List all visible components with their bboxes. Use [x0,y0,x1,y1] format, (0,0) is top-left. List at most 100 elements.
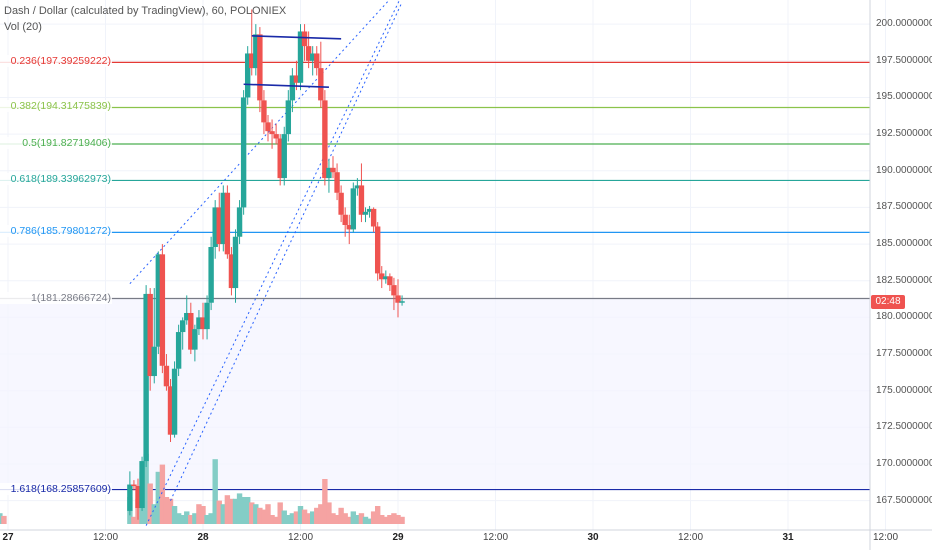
price-tick-label: 195.00000000 [876,91,932,103]
volume-bar [374,506,381,524]
fib-level-label: 1.618(168.25857609) [0,482,112,495]
current-price-tag: 02:48 [871,294,905,309]
time-tick-label: 30 [587,532,599,543]
volume-bar [277,502,283,524]
price-tick-label: 200.00000000 [876,18,932,30]
volume-bar [387,515,393,524]
volume-bar [309,511,316,524]
candle-body [342,214,348,226]
volume-bar [370,511,377,524]
time-tick-label: 31 [782,532,794,543]
candle-body [179,320,186,333]
volume-bar [318,504,324,524]
candle-body [163,365,170,387]
volume-bar [322,479,328,524]
volume-bar [212,459,218,524]
volume-bar [240,497,247,524]
volume-bar [366,518,373,524]
candle-body [281,134,287,179]
candle-body [269,131,275,135]
volume-bar [285,515,292,524]
price-tick-label: 177.50000000 [876,348,932,360]
candle-body [208,247,214,303]
fib-level-label: 0.786(185.79801272) [0,225,112,238]
candle-body [155,254,162,347]
candle-body [244,53,251,98]
candle-body [220,192,227,245]
candle-body [192,329,198,350]
channel-line [145,0,401,526]
volume-bar [200,506,206,524]
volume-bar [281,510,287,524]
candle-body [297,31,304,83]
candle-body [362,211,369,215]
candle-body [301,31,308,47]
candle-body [257,34,263,101]
volume-bar [244,497,251,524]
volume-bar [184,511,190,524]
trend-lines[interactable] [243,35,342,88]
volume-bar [289,513,296,524]
candle-body [232,236,239,289]
candle-body [228,254,235,289]
volume-bar [265,504,271,524]
price-tick-label: 187.50000000 [876,201,932,213]
time-tick-label: 29 [392,532,404,543]
volume-bar [350,511,357,524]
chart-title: Dash / Dollar (calculated by TradingView… [4,5,287,17]
candle-body [131,484,137,487]
candle-body [366,208,373,212]
time-tick-label: 12:00 [92,532,119,543]
volume-bar [204,515,210,524]
volume-bar [196,504,202,524]
volume-bar [391,513,397,524]
fib-level-label: 0.618(189.33962973) [0,173,112,186]
volume-bar [155,471,162,524]
volume-bar [232,498,239,524]
volume-bar [220,504,227,524]
candle-body [383,276,389,280]
price-tick-label: 175.00000000 [876,384,932,396]
candle-body [127,484,133,511]
fibonacci-levels[interactable] [0,61,870,491]
volume-bar [261,509,267,524]
volume-bar [208,513,214,524]
price-tick-label: 190.00000000 [876,164,932,176]
candle-body [175,332,182,369]
candle-body [358,185,365,215]
volume-bar [362,516,369,524]
volume-bar [338,507,344,524]
volume-bar [354,515,361,524]
time-tick-label: 12:00 [482,532,509,543]
time-tick-label: 12:00 [287,532,314,543]
volume-bar [273,516,279,524]
volume-bar [159,464,166,524]
volume-bar [314,507,320,524]
price-tick-label: 185.00000000 [876,238,932,250]
candle-body [326,167,332,179]
volume-bar [395,515,401,524]
volume-bar [257,507,263,524]
candle-body [285,100,292,135]
volume-bar [297,506,304,524]
volume-bar [216,500,222,524]
volume-bar [269,515,275,524]
volume-bar [249,502,255,524]
candle-body [354,185,361,189]
candle-body [151,346,157,377]
candle-body [338,192,344,215]
candle-body [261,100,267,123]
volume-bar [192,513,198,524]
candle-body [249,53,255,69]
candle-body [139,461,145,509]
volume-bar [334,515,340,524]
parallel-channel[interactable] [129,0,403,526]
candle-body [305,46,312,61]
candle-body [314,53,320,69]
volume-bar [342,513,348,524]
time-tick-label: 12:00 [872,532,899,543]
volume-indicator-label[interactable]: Vol (20) [4,21,42,33]
